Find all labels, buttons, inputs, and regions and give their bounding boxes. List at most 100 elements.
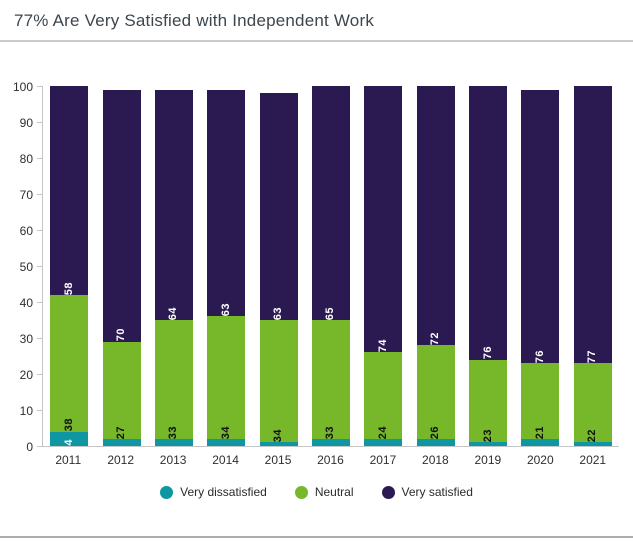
bar-segment: 26	[416, 345, 455, 439]
legend-label: Very dissatisfied	[180, 485, 267, 499]
bar-segment: 76	[521, 89, 560, 364]
y-tick-mark	[37, 266, 42, 267]
bar-segment: 77	[573, 86, 612, 364]
legend-label: Very satisfied	[401, 485, 473, 499]
bar-2012: 70 27	[102, 89, 141, 446]
bar-segment: 33	[311, 320, 350, 439]
y-tick-label: 30	[19, 332, 33, 346]
bar-segment: 34	[259, 320, 298, 443]
bar-segment: 34	[207, 316, 246, 439]
bar-segment: 21	[521, 363, 560, 439]
y-tick-mark	[37, 410, 42, 411]
bar-2011: 58 38 4	[50, 86, 89, 446]
bar-segment: 63	[207, 89, 246, 317]
bar-segment-label: 76	[481, 346, 494, 360]
bar-segment	[364, 438, 403, 446]
bar-segment-label: 38	[62, 418, 75, 432]
bar-segment	[573, 442, 612, 446]
bar-segment: 72	[416, 86, 455, 346]
bottom-divider	[0, 536, 633, 538]
bar-segment	[154, 438, 193, 446]
bar-segment: 38	[50, 294, 89, 432]
bar-segment: 27	[102, 341, 141, 439]
bar-segment-label: 76	[533, 349, 546, 364]
y-tick-mark	[37, 374, 42, 375]
bar-segment-label: 24	[376, 425, 389, 439]
x-axis-label: 2014	[212, 453, 239, 467]
y-tick-mark	[37, 122, 42, 123]
bar-segment-label: 33	[324, 425, 337, 439]
bar-segment-label: 77	[586, 349, 599, 364]
header: 77% Are Very Satisfied with Independent …	[0, 0, 633, 40]
y-tick-label: 70	[19, 188, 33, 202]
y-tick-label: 50	[19, 260, 33, 274]
y-tick-mark	[37, 446, 42, 447]
x-axis-label: 2018	[422, 453, 449, 467]
bar-segment-label: 34	[272, 429, 285, 443]
x-axis-label: 2019	[474, 453, 502, 467]
bar-segment-label: 63	[272, 306, 285, 321]
bar-segment: 33	[154, 320, 193, 439]
legend-item-very-satisfied: Very satisfied	[381, 485, 473, 499]
y-tick-label: 20	[19, 368, 33, 382]
bar-segment: 58	[50, 86, 89, 295]
bar-segment: 4	[50, 431, 89, 446]
bar-segment	[469, 442, 508, 446]
legend-label: Neutral	[314, 485, 354, 499]
bar-2019: 76 23	[469, 86, 508, 446]
x-axis-label: 2017	[369, 453, 397, 467]
y-tick-label: 40	[19, 296, 33, 310]
chart: 0 10 20 30 40 50 60 70 80 90 100 58 38 4 70 27 64 33 63 34…	[0, 42, 633, 453]
x-axis-label: 2020	[526, 453, 554, 467]
y-tick-mark	[37, 158, 42, 159]
bar-segment-label: 58	[62, 281, 75, 295]
bar-segment: 76	[469, 86, 508, 360]
bar-segment-label: 74	[376, 339, 389, 353]
bar-segment-label: 21	[533, 425, 546, 439]
y-tick-label: 90	[19, 116, 33, 130]
bar-2020: 76 21	[521, 89, 560, 446]
bar-2015: 63 34	[259, 93, 298, 446]
bar-segment: 64	[154, 89, 193, 321]
bar-2014: 63 34	[207, 89, 246, 446]
bar-segment-label: 22	[586, 429, 599, 443]
legend-dot	[294, 485, 308, 499]
bar-segment	[521, 438, 560, 446]
x-axis-label: 2012	[107, 453, 135, 467]
y-tick-mark	[37, 194, 42, 195]
y-tick-mark	[37, 338, 42, 339]
x-axis-label: 2015	[264, 453, 292, 467]
bar-2018: 72 26	[416, 86, 455, 446]
bar-2021: 77 22	[573, 86, 612, 446]
y-tick-mark	[37, 86, 42, 87]
x-axis-label: 2013	[159, 453, 187, 467]
bar-2013: 64 33	[154, 89, 193, 446]
y-axis: 0 10 20 30 40 50 60 70 80 90 100	[8, 81, 42, 453]
bar-segment: 63	[259, 93, 298, 321]
x-axis-label: 2016	[317, 453, 344, 467]
bar-segment-label: 33	[167, 425, 180, 439]
bar-segment: 22	[573, 363, 612, 443]
bar-segment-label: 34	[219, 425, 232, 439]
bar-segment: 24	[364, 352, 403, 439]
y-tick-label: 100	[12, 80, 33, 94]
y-tick-label: 60	[19, 224, 33, 238]
page-title: 77% Are Very Satisfied with Independent …	[14, 11, 375, 30]
x-axis-label: 2021	[579, 453, 607, 467]
bar-segment: 65	[311, 86, 350, 321]
legend: Very dissatisfied Neutral Very satisfied	[0, 485, 633, 499]
bar-segment-label: 72	[429, 331, 442, 346]
bar-segment-label: 26	[429, 425, 442, 439]
bar-segment-label: 65	[324, 306, 337, 321]
bar-segment	[207, 438, 246, 446]
legend-item-neutral: Neutral	[294, 485, 354, 499]
bar-segment: 70	[102, 89, 141, 342]
y-tick-label: 10	[19, 404, 33, 418]
x-axis: 2011 2012 2013 2014 2015 2016 2017 2018 2019 2020…	[0, 453, 633, 467]
bar-segment-label: 4	[62, 439, 75, 446]
y-tick-mark	[37, 302, 42, 303]
x-axis-label: 2011	[55, 453, 82, 467]
bar-segment	[311, 438, 350, 446]
plot-area: 58 38 4 70 27 64 33 63 34 63 34 65 33 74 24 72 26 76 23 76 2…	[42, 86, 619, 447]
